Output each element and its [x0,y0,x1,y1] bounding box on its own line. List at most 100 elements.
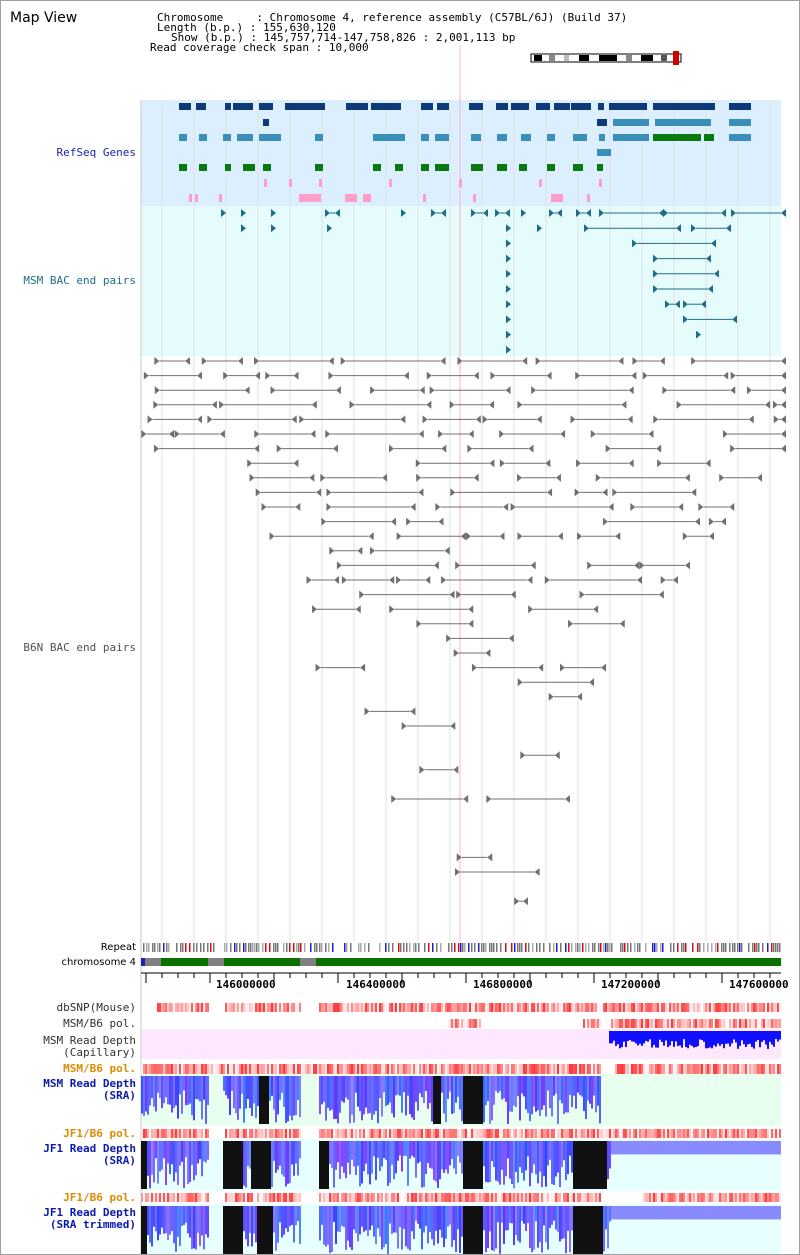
jf1-b6-pol-2-cell [471,1193,473,1202]
msm-sra-depth-bar [461,1076,463,1122]
jf1-sra-depth-bar [457,1141,459,1157]
msm-b6-pol-cell [463,1019,465,1028]
msm-b6-pol-sra-cell [427,1064,429,1074]
dbsnp-density-cell [285,1003,287,1012]
jf1-sra-depth-bar [611,1141,613,1155]
msm-b6-pol-sra-cell [635,1064,637,1074]
b6n-bac-pair-end [602,488,608,497]
msm-capillary-depth-bar [629,1031,631,1041]
msm-b6-pol-cell [471,1019,473,1028]
msm-b6-pol-sra-cell [145,1064,147,1074]
repeat-element [500,943,502,952]
msm-b6-pol-sra-cell [589,1064,591,1074]
b6n-bac-pair-end [468,605,474,614]
jf1-b6-pol-cell [449,1129,451,1138]
jf1-sra-depth-bar [291,1141,293,1165]
jf1-trimmed-depth-bar [369,1206,371,1230]
jf1-trimmed-depth-bar [713,1206,715,1220]
jf1-b6-pol-cell [397,1129,399,1138]
jf1-b6-pol-cell [179,1129,181,1138]
b6n-bac-pair-end [648,430,654,438]
msm-b6-pol-sra-cell [223,1064,225,1074]
dbsnp-density-cell [703,1003,705,1012]
jf1-b6-pol-2-cell [549,1193,551,1202]
b6n-bac-pair-end [729,503,735,511]
msm-sra-depth-bar [227,1076,229,1099]
jf1-b6-pol-cell [455,1129,457,1138]
msm-b6-pol-sra-cell [409,1064,411,1074]
jf1-b6-pol-2-cell [385,1193,387,1202]
jf1-trimmed-depth-bar [299,1206,301,1244]
jf1-sra-depth-bar [295,1141,297,1164]
b6n-bac-pair-end [154,357,160,365]
repeat-element [289,943,291,952]
jf1-trimmed-depth-bar [235,1206,237,1254]
msm-b6-pol-cell [681,1019,683,1028]
msm-b6-pol-sra-cell [177,1064,179,1074]
jf1-trimmed-depth-bar [667,1206,669,1220]
repeat-element [775,943,777,952]
refseq-pseudogene-feature [473,194,476,202]
b6n-bac-pair-end [568,619,574,628]
refseq-gene-feature [554,103,570,110]
jf1-sra-depth-bar [351,1141,353,1160]
repeat-element [180,943,182,952]
jf1-sra-depth-bar [769,1141,771,1155]
dbsnp-density-cell [437,1003,439,1012]
jf1-sra-depth-bar [449,1141,451,1166]
jf1-trimmed-depth-bar [207,1206,209,1238]
refseq-pseudogene-feature [289,179,292,187]
msm-capillary-depth-bar [637,1031,639,1046]
b6n-bac-pair-end [576,459,582,468]
jf1-b6-pol-cell [689,1129,691,1138]
jf1-b6-pol-2-cell [299,1193,301,1202]
repeat-element [424,943,426,952]
msm-b6-pol-cell [669,1019,671,1028]
jf1-trimmed-depth-bar [283,1206,285,1235]
jf1-b6-pol-cell [773,1129,775,1138]
repeat-element [248,943,250,952]
dbsnp-density-cell [625,1003,627,1012]
dbsnp-density-cell [513,1003,515,1012]
msm-b6-pol-cell [645,1019,647,1028]
jf1-b6-pol-2-cell [647,1193,649,1202]
jf1-sra-depth-bar [619,1141,621,1155]
jf1-b6-pol-2-cell [229,1193,231,1202]
msm-b6-pol-sra-cell [509,1064,511,1074]
jf1-sra-depth-bar [747,1141,749,1155]
msm-sra-depth-bar [447,1076,449,1099]
jf1-b6-pol-cell [697,1129,699,1138]
jf1-b6-pol-cell [527,1129,529,1138]
jf1-sra-depth-bar [425,1141,427,1175]
msm-capillary-depth-bar [699,1031,701,1040]
msm-b6-pol-sra-cell [671,1064,673,1074]
jf1-b6-pol-cell [363,1129,365,1138]
jf1-trimmed-depth-bar [203,1206,205,1250]
dbsnp-density-cell [585,1003,587,1012]
jf1-sra-depth-bar [617,1141,619,1155]
jf1-b6-pol-cell [177,1129,179,1138]
jf1-b6-pol-cell [465,1129,467,1138]
b6n-bac-pair-end [295,503,301,511]
msm-b6-pol-cell [685,1019,687,1028]
msm-capillary-depth-bar [693,1031,695,1048]
b6n-bac-pair-end [574,488,580,497]
jf1-trimmed-depth-bar [511,1206,513,1224]
msm-bac-pair-end [653,269,658,278]
msm-b6-pol-cell [693,1019,695,1028]
jf1-b6-pol-2-cell [585,1193,587,1202]
refseq-gene-feature [179,134,187,141]
jf1-trimmed-depth-bar [761,1206,763,1220]
jf1-b6-pol-2-cell [351,1193,353,1202]
msm-b6-pol-cell [647,1019,649,1028]
jf1-sra-depth-bar [393,1141,395,1180]
dbsnp-density-cell [779,1003,781,1012]
msm-b6-pol-sra-cell [727,1064,729,1074]
b6n-bac-pair-end [254,444,260,453]
msm-capillary-depth-bar [609,1031,611,1044]
jf1-b6-pol-cell [191,1129,193,1138]
jf1-trimmed-depth-bar [655,1206,657,1220]
jf1-b6-pol-2-cell [429,1193,431,1202]
jf1-trimmed-depth-bar [351,1206,353,1251]
